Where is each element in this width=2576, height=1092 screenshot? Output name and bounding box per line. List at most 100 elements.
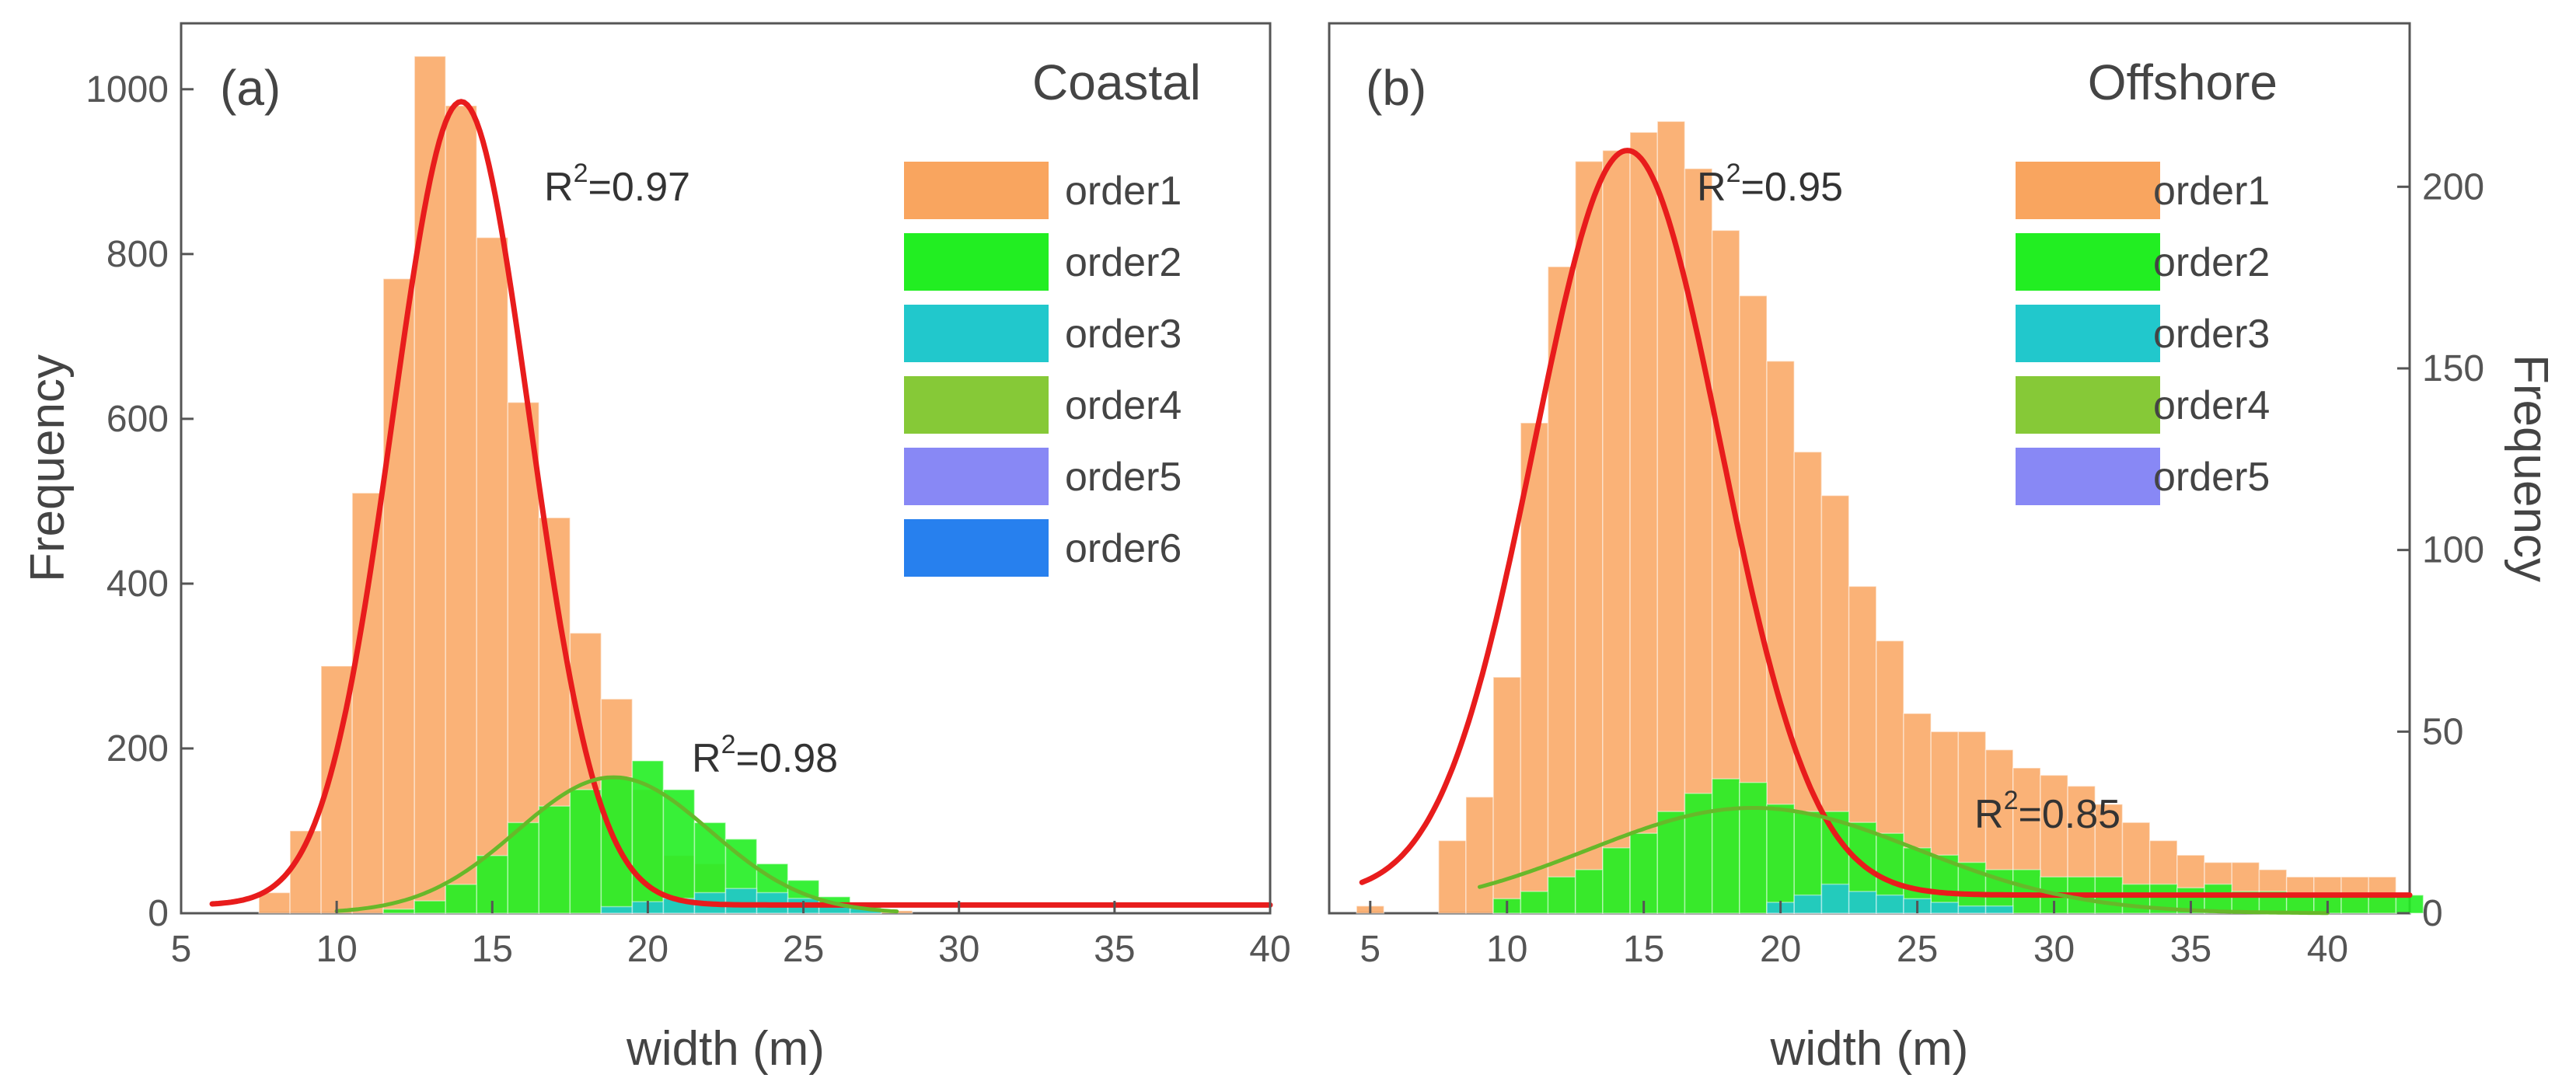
fit-curve-order1 <box>1359 148 2413 898</box>
y-tick-label: 200 <box>106 728 169 769</box>
legend-title: Coastal <box>1032 54 1201 110</box>
bar-order2 <box>569 789 602 914</box>
y-tick-label: 800 <box>106 234 169 275</box>
bar-order2 <box>2340 894 2369 914</box>
y-tick-label: 1000 <box>86 69 169 110</box>
legend-label-order4: order4 <box>2153 383 2270 428</box>
r-squared-exponent: 2 <box>721 730 736 759</box>
legend-label-order4: order4 <box>1065 383 1182 428</box>
bar-series-order1 <box>1356 120 2397 914</box>
legend-swatch-order5 <box>904 448 1049 505</box>
bar-order2 <box>2395 894 2424 914</box>
x-tick-label: 25 <box>1897 929 1938 970</box>
x-tick-label: 30 <box>938 929 979 970</box>
bar-order1 <box>1520 422 1549 914</box>
x-tick-label: 35 <box>1094 929 1135 970</box>
r-squared-value: =0.95 <box>1740 165 1843 210</box>
y-tick-label: 50 <box>2422 711 2463 752</box>
x-tick-label: 20 <box>627 929 668 970</box>
legend-label-order1: order1 <box>2153 169 2270 214</box>
bar-order1 <box>1656 120 1686 914</box>
x-tick-label: 10 <box>316 929 357 970</box>
legend-swatch-order3 <box>904 305 1049 362</box>
x-tick-label: 10 <box>1486 929 1527 970</box>
fit-curve-order2 <box>334 775 899 914</box>
legend-label-order5: order5 <box>1065 455 1182 500</box>
bar-order2 <box>1711 778 1740 914</box>
legend-swatch-order4 <box>2016 376 2160 434</box>
y-tick-label: 100 <box>2422 530 2484 571</box>
r-squared-label: R2=0.85 <box>1974 786 2120 837</box>
r-squared-value: =0.85 <box>2018 792 2120 837</box>
bar-order3 <box>1957 905 1987 914</box>
bar-order1 <box>258 891 291 914</box>
bar-order1 <box>1574 160 1604 914</box>
bar-series-order3 <box>1766 883 2014 914</box>
x-tick-label: 25 <box>783 929 824 970</box>
x-tick-label: 30 <box>2033 929 2075 970</box>
y-tick-label: 150 <box>2422 348 2484 389</box>
fit-curve-order2 <box>1478 806 2330 916</box>
legend-label-order2: order2 <box>2153 240 2270 285</box>
bar-order2 <box>2012 869 2041 914</box>
bar-order1 <box>1602 149 1631 914</box>
x-tick-label: 15 <box>1623 929 1664 970</box>
y-tick-label: 200 <box>2422 166 2484 208</box>
legend-label-order2: order2 <box>1065 240 1182 285</box>
r-squared-r: R <box>1697 165 1726 210</box>
bar-order2 <box>507 822 540 914</box>
bar-order1 <box>1465 796 1494 914</box>
legend-label-order3: order3 <box>2153 312 2270 357</box>
bar-order3 <box>724 888 758 914</box>
x-tick-label: 20 <box>1760 929 1801 970</box>
panel-label: (a) <box>220 60 281 116</box>
y-tick-label: 400 <box>106 563 169 605</box>
r-squared-r: R <box>692 736 721 781</box>
bar-order1 <box>351 492 384 914</box>
bar-order3 <box>1848 891 1877 914</box>
bar-order1 <box>1492 676 1522 914</box>
r-squared-label: R2=0.98 <box>692 730 838 781</box>
x-tick-label: 5 <box>1360 929 1380 970</box>
r-squared-r: R <box>1974 792 2004 837</box>
legend-swatch-order4 <box>904 376 1049 434</box>
bar-order3 <box>1930 902 1960 914</box>
bar-order2 <box>414 900 446 914</box>
y-tick-label: 0 <box>2422 893 2443 934</box>
bar-order3 <box>600 905 634 914</box>
y-axis-label: Frequency <box>2504 354 2557 582</box>
y-tick-label: 600 <box>106 399 169 440</box>
bar-order2 <box>1739 782 1768 914</box>
legend-swatch-order1 <box>904 162 1049 219</box>
y-tick-label: 0 <box>148 893 169 934</box>
bar-order1 <box>1547 266 1576 914</box>
r-squared-exponent: 2 <box>574 159 588 188</box>
legend-swatch-order3 <box>2016 305 2160 362</box>
legend-swatch-order2 <box>2016 233 2160 291</box>
r-squared-exponent: 2 <box>1726 159 1741 188</box>
x-tick-label: 15 <box>472 929 513 970</box>
bar-order2 <box>1520 891 1549 914</box>
x-tick-label: 5 <box>171 929 192 970</box>
legend-label-order3: order3 <box>1065 312 1182 357</box>
legend: order1 order2 order3 order4 order5 <box>2016 162 2270 505</box>
legend-swatch-order6 <box>904 519 1049 577</box>
bar-order2 <box>1602 847 1631 914</box>
r-squared-r: R <box>544 165 574 210</box>
x-tick-label: 40 <box>2307 929 2348 970</box>
panel-label: (b) <box>1366 60 1426 116</box>
bar-order2 <box>2204 883 2233 914</box>
fit-curve-order1 <box>209 99 1273 908</box>
x-tick-label: 40 <box>1249 929 1290 970</box>
y-axis-label: Frequency <box>21 354 75 582</box>
bar-order1 <box>476 236 509 914</box>
legend-swatch-order2 <box>904 233 1049 291</box>
bar-order3 <box>1820 883 1850 914</box>
bar-order3 <box>1876 894 1904 914</box>
x-tick-label: 35 <box>2170 929 2211 970</box>
bar-order2 <box>2368 894 2397 914</box>
bar-order2 <box>538 805 571 914</box>
